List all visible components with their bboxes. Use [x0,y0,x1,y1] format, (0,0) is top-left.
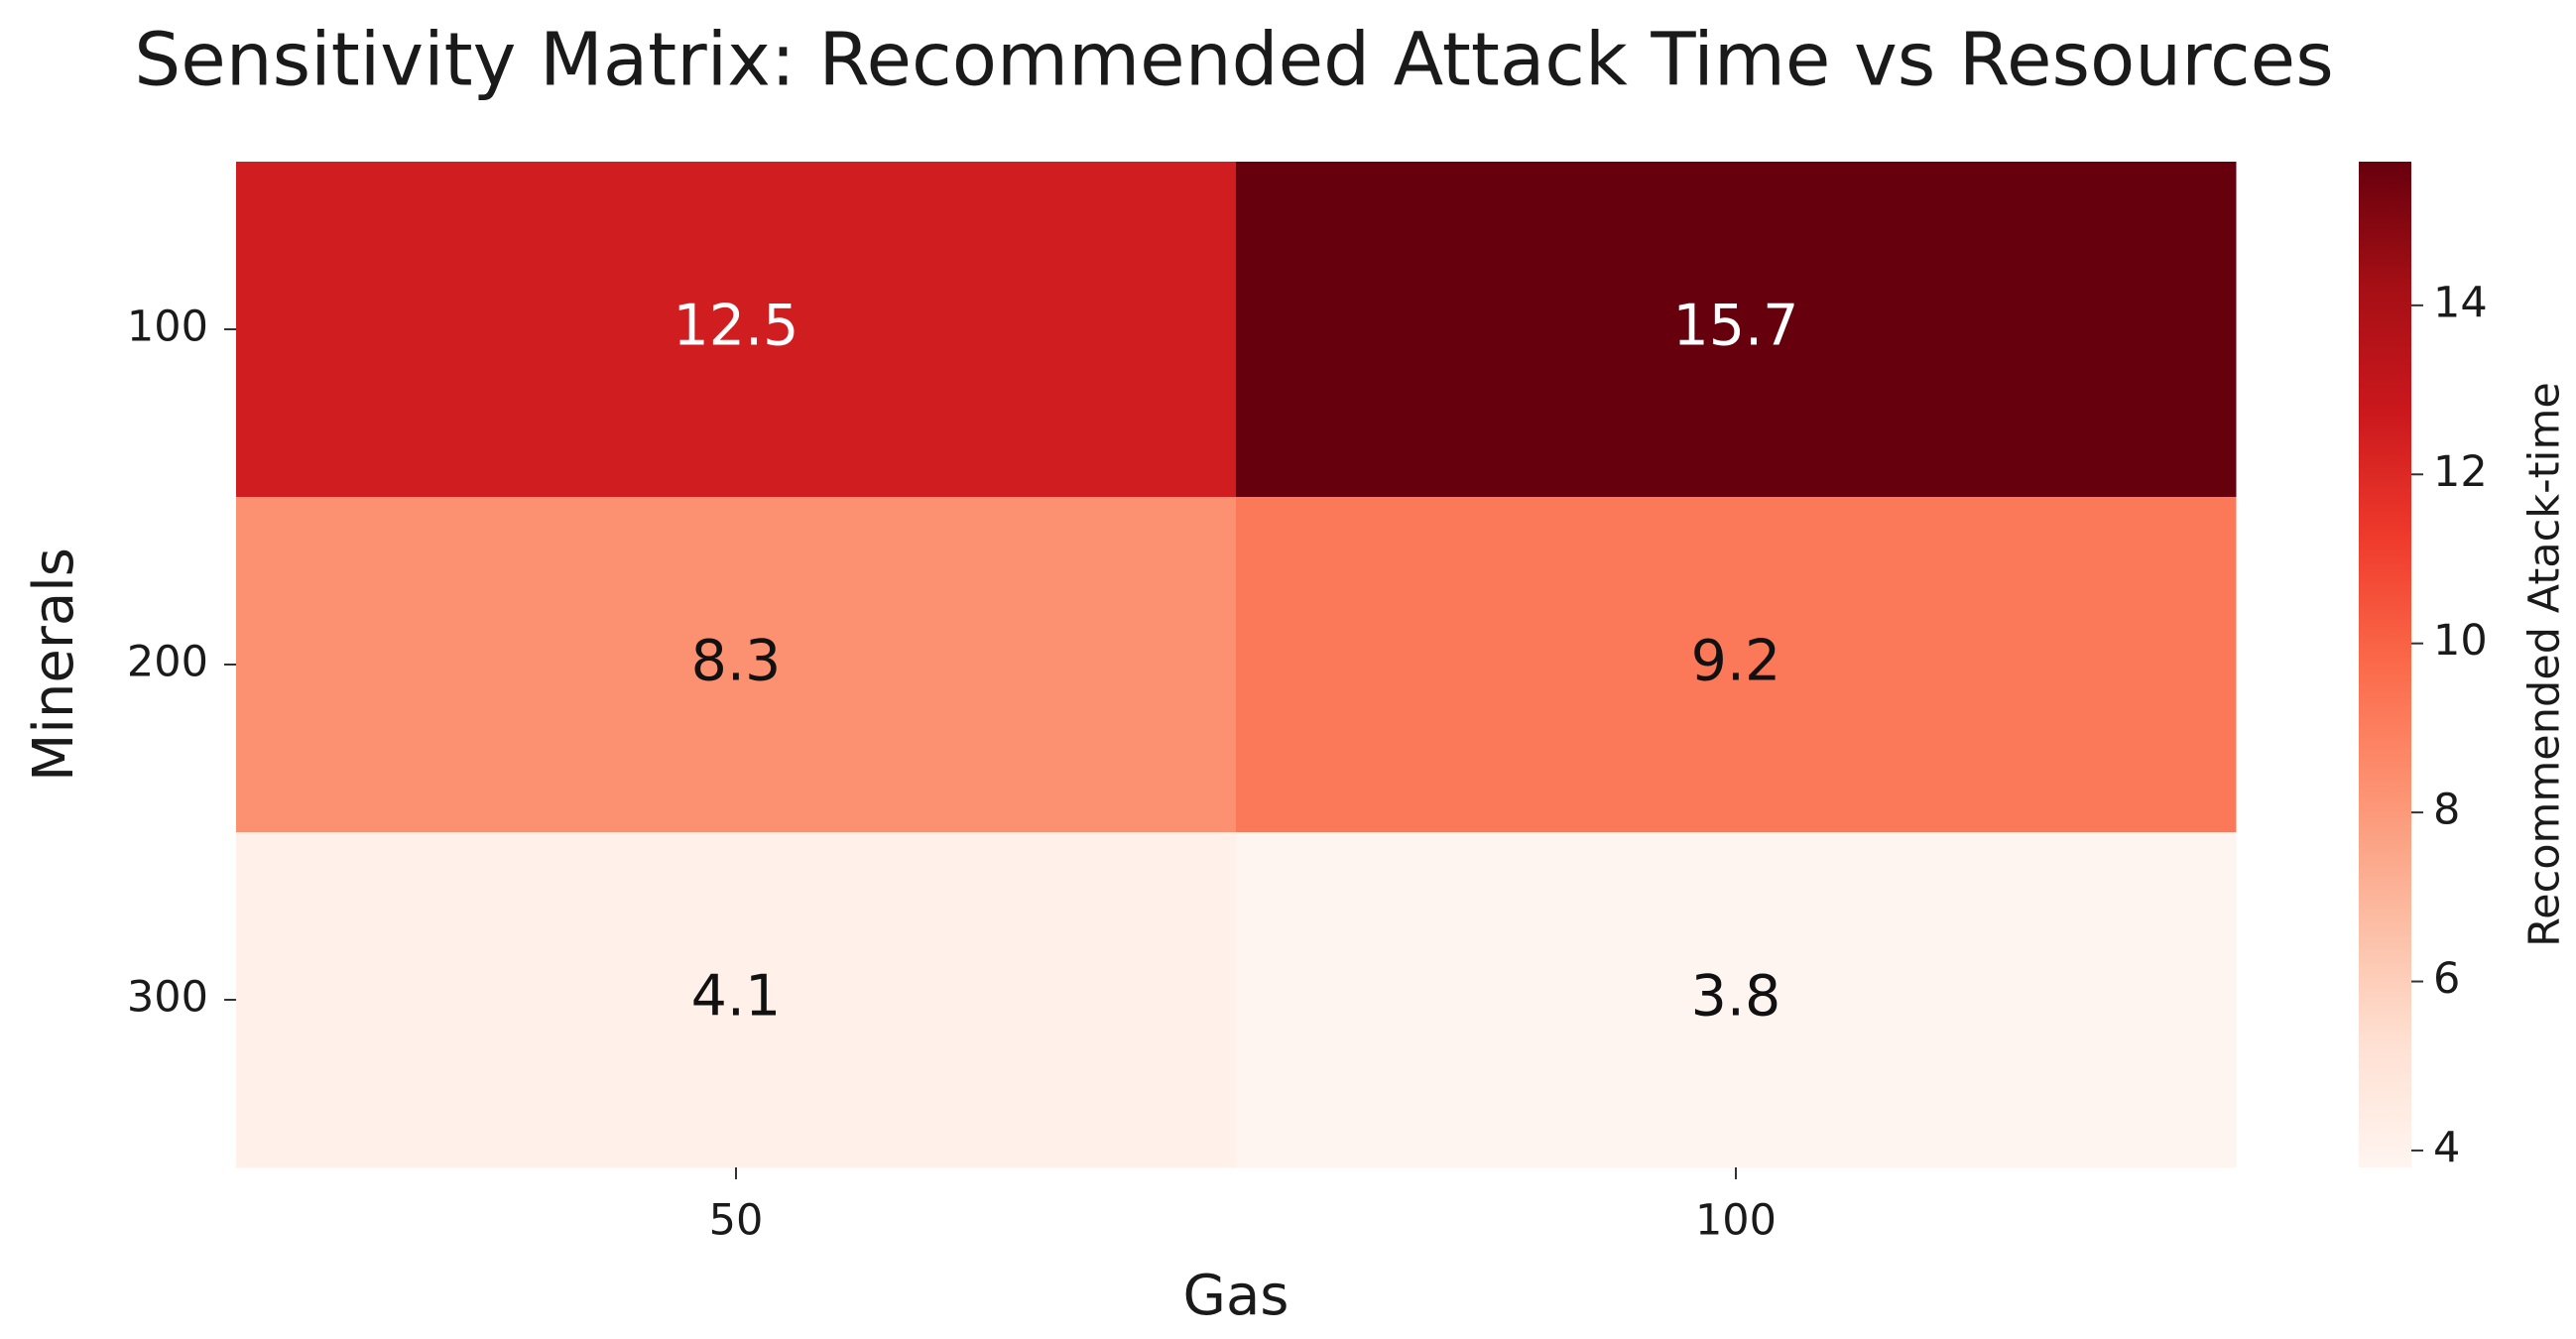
heatmap-cell [1236,497,2237,833]
colorbar-tick-label: 10 [2433,616,2488,666]
colorbar-tick-label: 14 [2433,278,2488,327]
colorbar-tick-label: 8 [2433,786,2460,835]
x-tick-label: 50 [709,1196,764,1246]
x-axis-label: Gas [1183,1264,1289,1328]
y-tick-label: 200 [127,638,208,687]
x-tick-label: 100 [1695,1196,1777,1246]
colorbar-tick-label: 12 [2433,447,2488,497]
cell-label: 4.1 [691,964,782,1030]
heatmap-cell [1236,832,2237,1168]
y-axis-label: Minerals [22,548,86,782]
heatmap-cell [1236,162,2237,498]
cell-label: 9.2 [1691,629,1781,694]
colorbar-label: Recommended Atack-time [2520,382,2570,947]
cell-label: 12.5 [674,294,799,359]
heatmap-cell [236,162,1237,498]
colorbar [2359,162,2411,1167]
y-tick-label: 100 [127,303,208,352]
colorbar-tick-label: 4 [2433,1123,2460,1172]
cell-label: 8.3 [691,629,782,694]
cell-label: 15.7 [1673,294,1799,359]
colorbar-tick-label: 6 [2433,954,2460,1004]
y-tick-label: 300 [127,973,208,1023]
heatmap-cell [236,497,1237,833]
heatmap-cell [236,832,1237,1168]
cell-label: 3.8 [1691,964,1781,1030]
chart-title: Sensitivity Matrix: Recommended Attack T… [134,18,2334,103]
